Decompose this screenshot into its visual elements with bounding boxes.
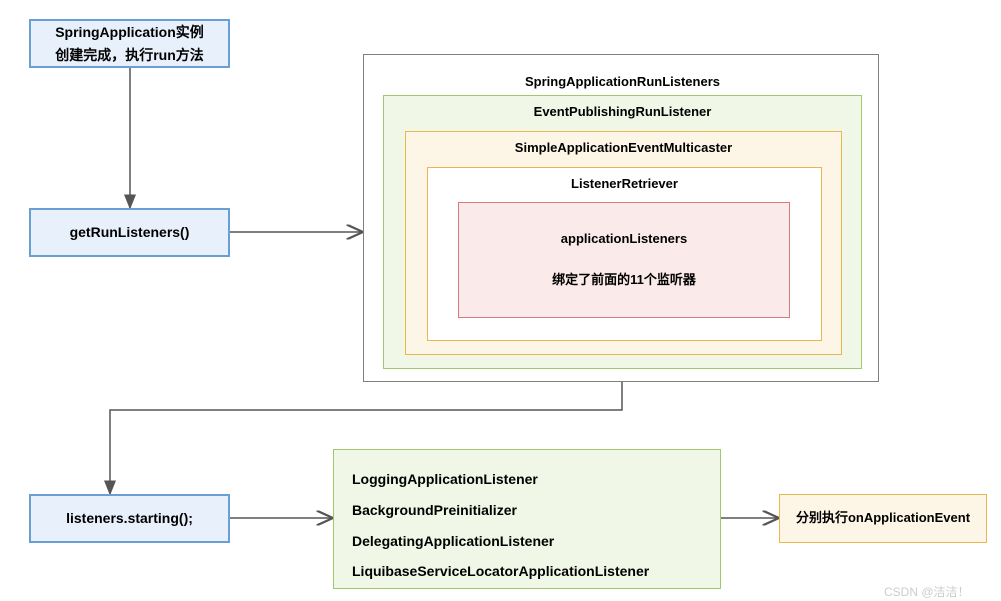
simple-multicaster-label: SimpleApplicationEventMulticaster (406, 132, 841, 155)
listeners-list-text: LoggingApplicationListener BackgroundPre… (352, 471, 649, 579)
watermark: CSDN @洁洁！ (884, 583, 970, 600)
app-listeners-box: applicationListeners 绑定了前面的11个监听器 (458, 202, 790, 318)
listeners-starting-text: listeners.starting(); (66, 507, 193, 529)
spring-app-run-listeners-text: SpringApplicationRunListeners (525, 72, 720, 93)
listeners-starting-box: listeners.starting(); (29, 494, 230, 543)
app-listeners-text: applicationListeners 绑定了前面的11个监听器 (552, 229, 696, 291)
spring-app-run-listeners-box: SpringApplicationRunListeners (383, 70, 862, 94)
spring-app-box: SpringApplication实例 创建完成，执行run方法 (29, 19, 230, 68)
listeners-list-box: LoggingApplicationListener BackgroundPre… (333, 449, 721, 589)
event-publishing-label: EventPublishingRunListener (384, 96, 861, 119)
get-run-listeners-box: getRunListeners() (29, 208, 230, 257)
on-app-event-text: 分别执行onApplicationEvent (796, 508, 970, 529)
watermark-text: CSDN @洁洁！ (884, 585, 970, 599)
on-app-event-box: 分别执行onApplicationEvent (779, 494, 987, 543)
spring-app-text: SpringApplication实例 创建完成，执行run方法 (55, 21, 204, 66)
listener-retriever-label: ListenerRetriever (428, 168, 821, 191)
get-run-listeners-text: getRunListeners() (70, 221, 190, 243)
